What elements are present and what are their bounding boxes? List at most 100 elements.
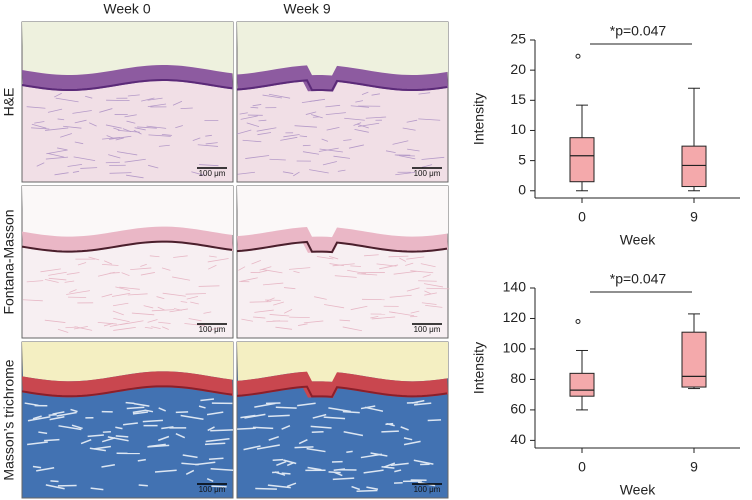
fiber [395, 171, 416, 176]
fiber [157, 306, 165, 311]
fiber [161, 267, 171, 271]
fiber [93, 445, 112, 450]
fiber [410, 310, 420, 314]
fiber [90, 487, 104, 491]
fiber [259, 266, 272, 271]
fiber [119, 286, 140, 290]
fiber [294, 446, 314, 449]
fiber [185, 469, 195, 475]
fiber [101, 464, 115, 468]
fiber [272, 458, 284, 461]
fiber [346, 450, 353, 454]
fiber [332, 263, 355, 267]
fiber [64, 280, 75, 283]
fiber [333, 155, 351, 159]
fiber [58, 425, 82, 431]
fiber [113, 326, 136, 331]
fiber [418, 92, 431, 95]
fiber [348, 144, 364, 149]
basal-layer [21, 79, 233, 91]
box [681, 331, 707, 388]
fiber [305, 111, 317, 115]
fiber [158, 144, 170, 147]
y-tick-label: 140 [503, 279, 527, 295]
fiber [273, 301, 284, 306]
fiber [103, 260, 113, 265]
fiber [344, 117, 365, 121]
fiber [207, 426, 215, 432]
fiber [306, 447, 326, 453]
fiber [203, 311, 212, 314]
fiber [148, 134, 171, 137]
basal-layer [21, 240, 233, 253]
fiber [123, 422, 138, 426]
fiber [396, 154, 415, 157]
fiber [343, 431, 364, 437]
fiber [418, 118, 441, 121]
fiber [45, 156, 69, 160]
fiber [161, 326, 169, 330]
fiber [186, 295, 199, 300]
fiber [239, 277, 258, 282]
box [681, 145, 707, 188]
fiber [162, 292, 186, 297]
fiber [112, 310, 124, 316]
fiber [245, 155, 270, 159]
fiber [50, 480, 59, 483]
fiber [389, 294, 412, 298]
fiber [208, 457, 224, 461]
x-axis-label: Week [620, 482, 657, 498]
fiber [398, 155, 416, 160]
scale-bar-label: 100 μm [414, 325, 441, 334]
fiber [140, 272, 155, 276]
fiber [151, 309, 175, 312]
fiber [151, 326, 161, 330]
fiber [268, 414, 290, 418]
fiber [310, 425, 332, 429]
fiber [47, 108, 63, 113]
fiber [88, 256, 100, 261]
fiber [131, 312, 155, 316]
fiber [421, 156, 445, 160]
fiber [54, 172, 69, 176]
fiber [63, 125, 82, 129]
fiber [311, 114, 323, 119]
epidermis [237, 226, 448, 254]
fiber [57, 118, 65, 121]
fiber [158, 407, 167, 412]
fiber [422, 274, 431, 278]
fiber [49, 416, 65, 421]
fiber [66, 290, 91, 295]
fiber [85, 95, 93, 99]
fiber [410, 270, 434, 274]
fiber [240, 115, 258, 120]
fiber [254, 402, 276, 408]
fiber [353, 122, 362, 126]
fiber [347, 269, 367, 275]
fiber [54, 92, 62, 98]
fiber [144, 326, 153, 329]
fiber [329, 263, 344, 267]
fiber [238, 266, 246, 271]
fiber [27, 416, 51, 422]
fiber [147, 103, 167, 108]
fiber [403, 437, 413, 441]
fiber [172, 276, 191, 281]
y-axis-label: Intensity [471, 93, 487, 145]
fiber [361, 91, 369, 96]
fiber [127, 293, 148, 296]
fiber [354, 128, 369, 133]
fiber [258, 270, 268, 273]
fiber [157, 435, 170, 442]
fiber [67, 163, 83, 167]
fiber [60, 133, 73, 138]
fiber [72, 170, 80, 173]
fiber [421, 164, 433, 168]
fiber [44, 319, 66, 323]
fiber [45, 127, 69, 131]
fiber [182, 454, 198, 459]
fiber [141, 97, 155, 102]
fiber [423, 283, 444, 288]
fiber [281, 472, 291, 475]
fiber [385, 150, 396, 154]
